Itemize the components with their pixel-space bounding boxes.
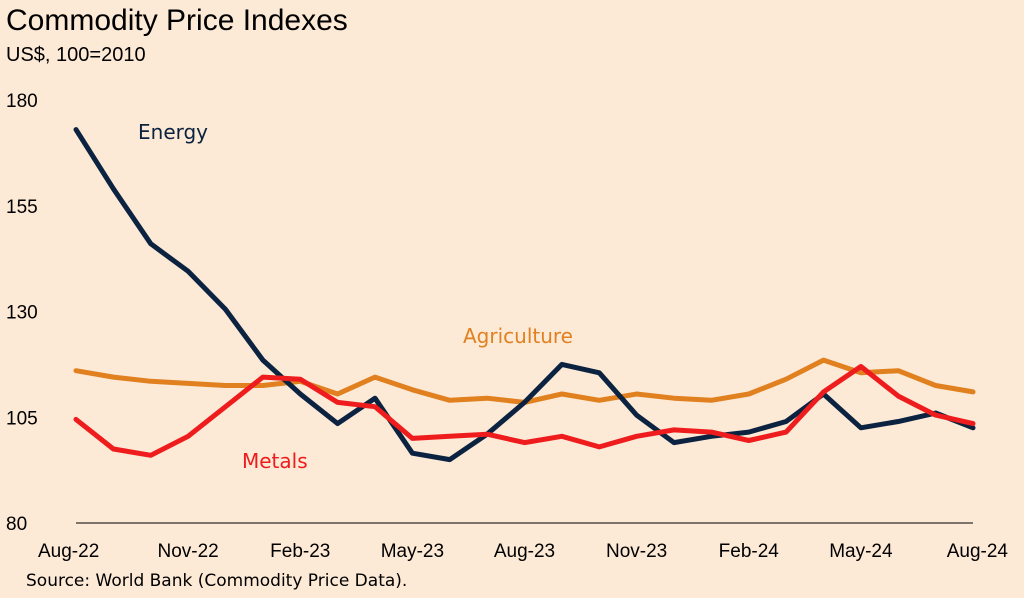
y-tick-label: 180 <box>6 91 38 112</box>
series-labels: Energy Agriculture Metals <box>138 120 573 473</box>
label-agriculture: Agriculture <box>463 324 573 348</box>
x-tick-label: Feb-23 <box>270 541 330 562</box>
x-tick-label: Aug-22 <box>38 541 99 562</box>
label-metals: Metals <box>242 449 308 473</box>
x-tick-label: May-23 <box>381 541 444 562</box>
x-tick-label: Nov-23 <box>606 541 667 562</box>
y-tick-label: 130 <box>6 303 38 324</box>
label-energy: Energy <box>138 120 208 144</box>
chart-subtitle: US$, 100=2010 <box>6 44 146 66</box>
y-axis-ticks: 80 105 130 155 180 <box>6 91 38 535</box>
source-note: Source: World Bank (Commodity Price Data… <box>26 571 408 591</box>
x-tick-label: Feb-24 <box>719 541 780 562</box>
chart-title: Commodity Price Indexes <box>6 4 348 37</box>
y-tick-label: 105 <box>6 408 38 429</box>
x-axis-ticks: Aug-22 Nov-22 Feb-23 May-23 Aug-23 Nov-23 Feb-… <box>38 541 1008 562</box>
series-line-metals <box>73 364 976 458</box>
y-tick-label: 80 <box>6 514 27 535</box>
x-tick-label: Aug-24 <box>947 541 1009 562</box>
series-lines <box>73 127 976 463</box>
y-tick-label: 155 <box>6 197 38 218</box>
x-tick-label: May-24 <box>829 541 893 562</box>
series-line-energy <box>73 127 976 463</box>
x-tick-label: Aug-23 <box>494 541 555 562</box>
x-tick-label: Nov-22 <box>158 541 219 562</box>
